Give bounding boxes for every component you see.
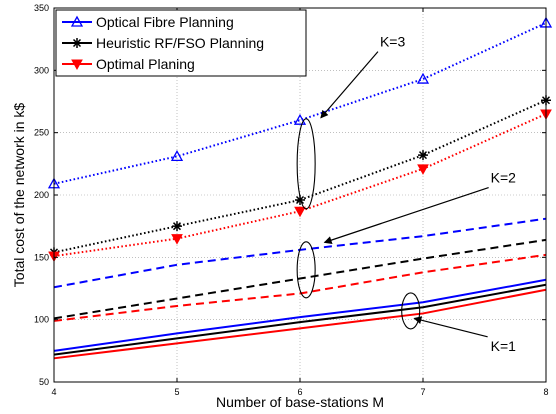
legend-label: Optimal Planing: [96, 56, 195, 72]
data-point: [172, 221, 182, 232]
series-line: [53, 217, 547, 289]
series-k2-2: [53, 253, 547, 322]
series-k2-0: [53, 217, 547, 289]
x-tick-label: 5: [174, 387, 179, 397]
y-tick-label: 350: [34, 3, 49, 13]
series-k1-0: [53, 278, 547, 352]
x-axis-label: Number of base-stations M: [216, 394, 384, 410]
legend-marker: [70, 15, 84, 27]
legend-entry: Heuristic RF/FSO Planning: [62, 35, 264, 51]
annotation-arrow: [413, 316, 488, 338]
data-point: [294, 206, 306, 218]
data-point: [416, 72, 430, 84]
annotation-ellipse: [296, 118, 316, 210]
series-line: [53, 238, 547, 320]
series-line: [53, 22, 547, 185]
series-line: [53, 253, 547, 322]
x-tick-label: 6: [297, 387, 302, 397]
ticks: 4 5 6 7 8 50 100 150 200 250 300 350: [34, 3, 549, 397]
annotation-ellipse: [296, 241, 316, 299]
legend-marker: [72, 38, 82, 48]
annotations: K=3 K=2 K=1: [296, 34, 517, 354]
series-k2-1: [53, 238, 547, 320]
y-tick-label: 50: [39, 377, 49, 387]
legend-box: [55, 9, 307, 77]
x-tick-label: 7: [420, 387, 425, 397]
asterisk-stroke: [418, 151, 428, 160]
legend-label: Heuristic RF/FSO Planning: [96, 35, 264, 51]
data-point: [170, 150, 184, 162]
annotation-label: K=1: [491, 338, 517, 354]
legend-entry: Optimal Planing: [62, 56, 195, 72]
y-tick-label: 150: [34, 252, 49, 262]
y-tick-label: 250: [34, 128, 49, 138]
annotation-arrow: [320, 51, 379, 119]
y-axis-label: Total cost of the network in k$: [11, 103, 27, 288]
legend-entry: Optical Fibre Planning: [62, 14, 234, 30]
y-tick-label: 100: [34, 315, 49, 325]
annotation-arrow: [323, 186, 489, 244]
data-point: [417, 164, 429, 175]
legend-label: Optical Fibre Planning: [96, 14, 234, 30]
y-tick-label: 200: [34, 190, 49, 200]
asterisk-stroke: [295, 195, 305, 205]
legend: Optical Fibre Planning Heuristic RF/FSO P…: [55, 9, 307, 77]
x-tick-label: 8: [543, 387, 548, 397]
annotation-ellipse: [401, 292, 421, 330]
series-line: [53, 288, 547, 360]
x-tick-label: 4: [51, 387, 56, 397]
asterisk-stroke: [172, 222, 182, 231]
data-point: [171, 234, 183, 245]
series-k1-1: [53, 283, 547, 356]
annotation-label: K=3: [380, 34, 406, 50]
annotation-label: K=2: [491, 170, 517, 186]
series-k1-2: [53, 288, 547, 360]
legend-marker: [71, 59, 83, 71]
series-line: [53, 113, 547, 258]
y-tick-label: 300: [34, 65, 49, 75]
asterisk-stroke: [72, 38, 82, 48]
series-line: [53, 278, 547, 352]
data-point: [418, 150, 428, 161]
series-line: [53, 283, 547, 356]
data-point: [293, 113, 307, 125]
